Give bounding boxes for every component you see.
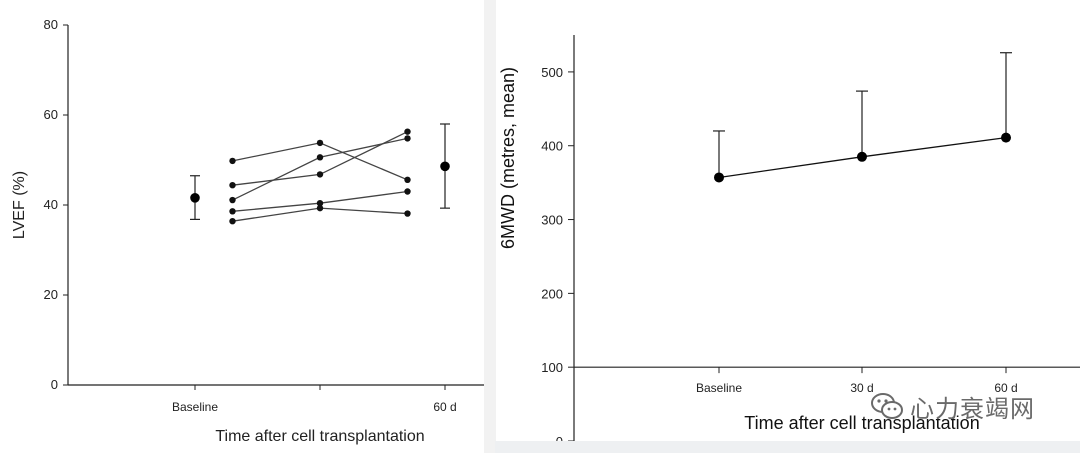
lvef-x-tick-label: Baseline bbox=[172, 400, 218, 414]
6mwd-y-tick-label: 0 bbox=[556, 434, 563, 441]
lvef-x-tick-label: 60 d bbox=[433, 400, 456, 414]
6mwd-series bbox=[713, 52, 1012, 183]
lvef-individual-point bbox=[404, 176, 411, 183]
lvef-individual-point bbox=[229, 157, 236, 165]
lvef-y-tick-label: 0 bbox=[51, 377, 58, 392]
lvef-mean-points bbox=[190, 123, 450, 220]
6mwd-x-axis-title: Time after cell transplantation bbox=[744, 413, 979, 433]
6mwd-mean-point bbox=[1001, 132, 1011, 143]
bottom-strip bbox=[495, 441, 1080, 453]
lvef-individual-point bbox=[316, 200, 324, 207]
lvef-individual-point bbox=[404, 135, 411, 142]
lvef-chart: 0 20 40 60 80 Baseline 60 d LVEF (%) Time afte… bbox=[11, 17, 484, 445]
lvef-x-axis-title: Time after cell transplantation bbox=[215, 428, 424, 445]
lvef-axes: 0 20 40 60 80 Baseline 60 d bbox=[44, 17, 484, 414]
watermark: 心力衰竭网 bbox=[870, 388, 1035, 424]
lvef-y-tick-label: 80 bbox=[44, 17, 58, 32]
lvef-mean-point bbox=[440, 161, 450, 172]
6mwd-x-tick-label: 60 d bbox=[994, 381, 1017, 395]
6mwd-mean-point bbox=[857, 151, 867, 162]
6mwd-y-tick-label: 100 bbox=[541, 360, 563, 375]
lvef-individual-point bbox=[316, 139, 324, 147]
6mwd-y-axis-title: 6MWD (metres, mean) bbox=[498, 67, 518, 249]
lvef-individual-point bbox=[404, 210, 411, 217]
wechat-icon bbox=[871, 393, 903, 419]
6mwd-axes: 0 100 200 300 400 500 Baseline 30 d 60 d bbox=[541, 35, 1080, 441]
lvef-individual-point bbox=[229, 218, 236, 225]
6mwd-mean-point bbox=[714, 172, 724, 183]
6mwd-x-tick-label: 30 d bbox=[850, 381, 873, 395]
6mwd-y-tick-label: 500 bbox=[541, 65, 563, 80]
6mwd-y-tick-label: 400 bbox=[541, 139, 563, 154]
lvef-individual-point bbox=[229, 196, 236, 204]
lvef-individual-point bbox=[316, 154, 324, 161]
lvef-individual-point bbox=[229, 208, 236, 215]
lvef-individual-point bbox=[404, 128, 411, 135]
panel-divider bbox=[484, 0, 496, 453]
6mwd-x-tick-label: Baseline bbox=[696, 381, 742, 395]
lvef-individual-point bbox=[316, 171, 324, 178]
6mwd-chart: 0 100 200 300 400 500 Baseline 30 d 60 d 6MWD (m… bbox=[498, 35, 1080, 441]
lvef-individual-lines bbox=[229, 128, 411, 225]
watermark-text: 心力衰竭网 bbox=[910, 394, 1035, 423]
6mwd-y-tick-label: 300 bbox=[541, 213, 563, 228]
lvef-y-tick-label: 20 bbox=[44, 287, 58, 302]
lvef-y-tick-label: 60 bbox=[44, 107, 58, 122]
lvef-mean-point bbox=[190, 193, 200, 203]
lvef-y-tick-label: 40 bbox=[44, 197, 58, 212]
lvef-individual-point bbox=[316, 204, 324, 212]
lvef-individual-point bbox=[404, 188, 411, 195]
6mwd-y-tick-label: 200 bbox=[541, 286, 563, 301]
lvef-individual-point bbox=[229, 182, 236, 189]
lvef-y-axis-title: LVEF (%) bbox=[11, 171, 28, 239]
